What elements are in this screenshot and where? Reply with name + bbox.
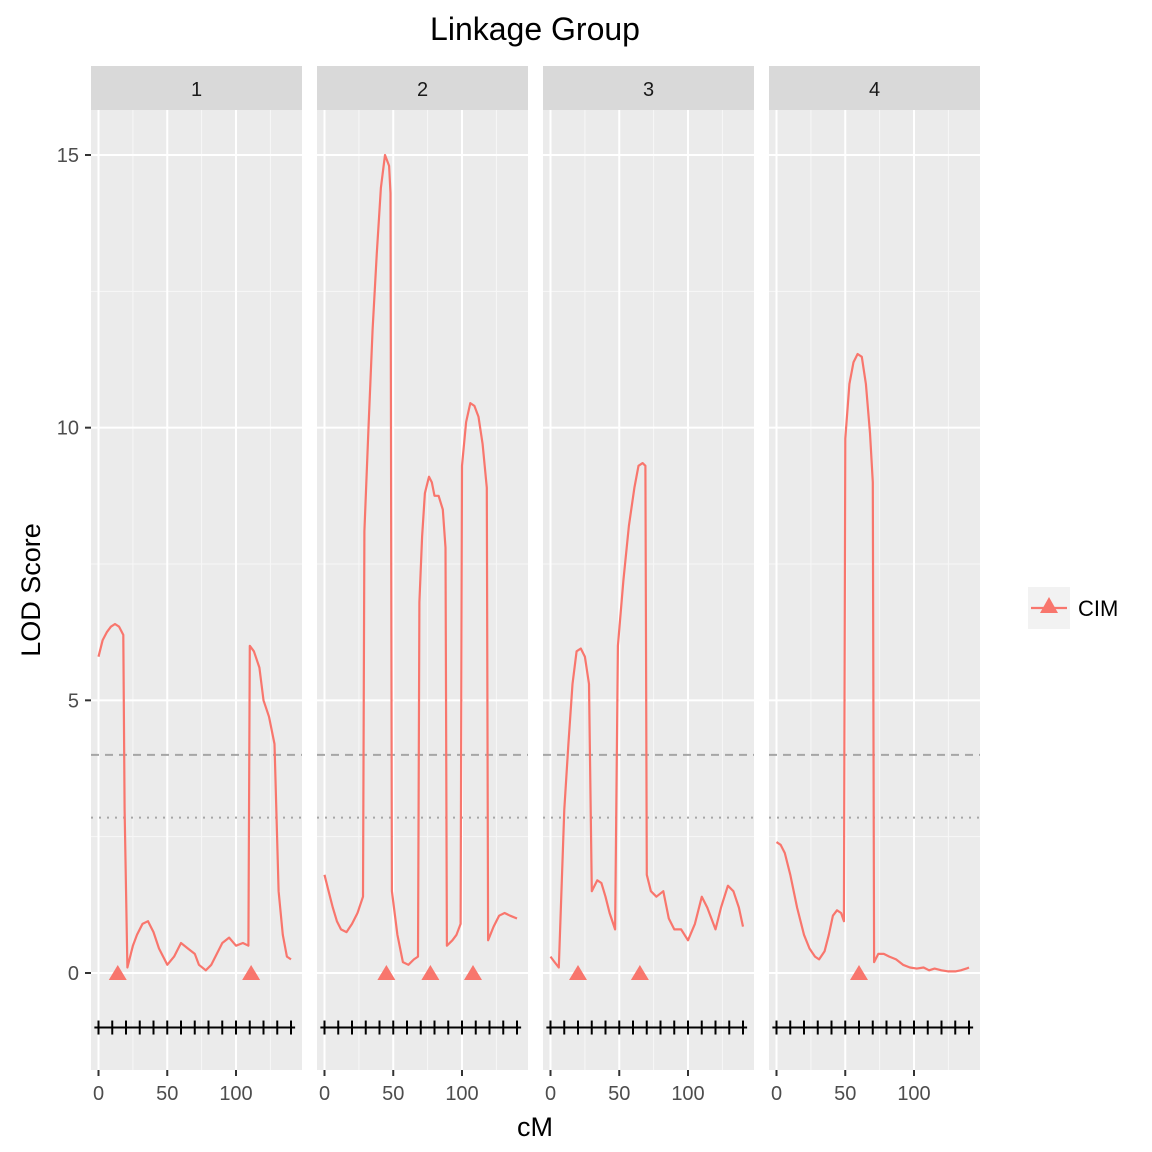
- y-tick-label: 15: [57, 145, 79, 167]
- strip-label: 4: [869, 79, 880, 101]
- x-tick-label: 100: [445, 1083, 478, 1105]
- x-tick-label: 0: [771, 1083, 782, 1105]
- panel-2: 2 0 50 100: [317, 66, 528, 1105]
- strip-label: 3: [643, 79, 654, 101]
- x-tick-label: 50: [382, 1083, 404, 1105]
- lod-curve-3: [549, 462, 745, 969]
- strip-label: 2: [417, 79, 428, 101]
- qtl-peak-triangle: [464, 965, 482, 980]
- qtl-peak-triangle: [630, 965, 649, 980]
- legend-key-triangle: [1040, 597, 1058, 613]
- strip-label: 1: [191, 79, 202, 101]
- y-tick-label: 10: [57, 418, 79, 440]
- legend-label: CIM: [1078, 596, 1118, 621]
- strip-2: [317, 66, 528, 110]
- y-tick-label: 5: [68, 690, 79, 712]
- qtl-peak-triangle: [377, 965, 396, 980]
- qtl-peak-triangle: [569, 965, 587, 980]
- x-tick-label: 50: [156, 1083, 178, 1105]
- lod-curve-2: [323, 153, 518, 966]
- lod-curve-1: [97, 622, 292, 972]
- y-axis-label: LOD Score: [16, 523, 46, 657]
- qtl-peak-triangle: [850, 965, 868, 980]
- panel-1: 1 0 50 100: [91, 66, 302, 1105]
- qtl-peak-triangle: [421, 965, 440, 980]
- panel-bg: [317, 110, 528, 1070]
- panel-3: 3 0 50 100: [543, 66, 754, 1105]
- qtl-peak-triangle: [108, 965, 127, 980]
- x-tick-label: 0: [93, 1083, 104, 1105]
- strip-1: [91, 66, 302, 110]
- x-axis-label: cM: [517, 1112, 553, 1142]
- y-tick-label: 0: [68, 963, 79, 985]
- x-tick-label: 100: [671, 1083, 704, 1105]
- x-tick-label: 0: [545, 1083, 556, 1105]
- panel-4: 4 0 50 100: [769, 66, 980, 1105]
- y-axis: 0 5 10 15: [57, 145, 91, 985]
- x-tick-label: 0: [319, 1083, 330, 1105]
- panel-bg: [543, 110, 754, 1070]
- x-tick-label: 100: [897, 1083, 930, 1105]
- x-tick-label: 50: [608, 1083, 630, 1105]
- chart-title: Linkage Group: [430, 11, 640, 47]
- x-tick-label: 100: [219, 1083, 252, 1105]
- legend: CIM: [1028, 587, 1118, 629]
- qtl-peak-triangle: [242, 965, 261, 980]
- strip-3: [543, 66, 754, 110]
- x-tick-label: 50: [834, 1083, 856, 1105]
- lod-curve-4: [775, 352, 970, 973]
- facet-panels: 1 0 50 100 2 0 50 100 3 0 50 100 4 0 50 100: [91, 66, 980, 1105]
- strip-4: [769, 66, 980, 110]
